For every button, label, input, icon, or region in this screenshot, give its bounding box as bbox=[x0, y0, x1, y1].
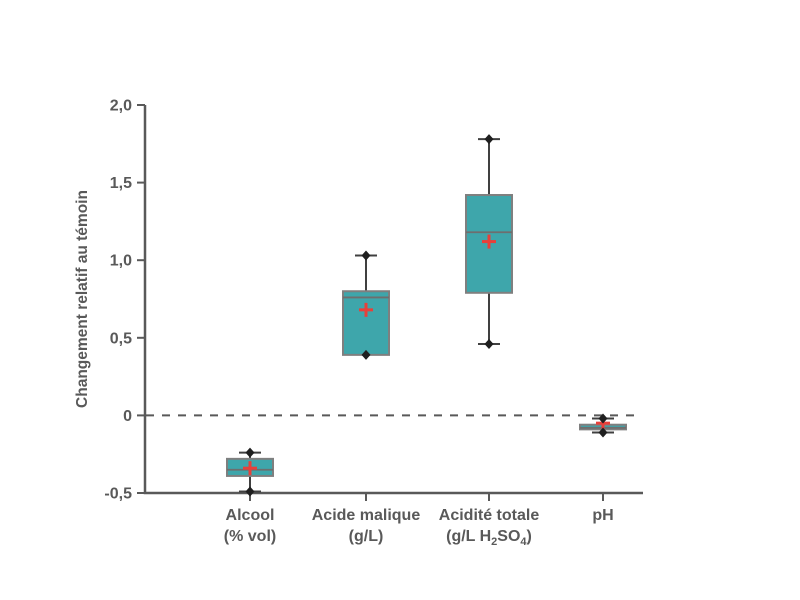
y-tick-label: 0,5 bbox=[110, 330, 132, 347]
y-tick-label: 1,0 bbox=[110, 253, 132, 270]
data-point-diamond bbox=[361, 250, 371, 261]
y-tick-label: -0,5 bbox=[104, 486, 132, 503]
data-point-diamond bbox=[245, 447, 255, 458]
data-point-diamond bbox=[361, 349, 371, 360]
box-group-alcool: Alcool (% vol) bbox=[224, 447, 276, 545]
y-tick-label: 2,0 bbox=[110, 98, 132, 115]
axis-lines bbox=[143, 105, 643, 495]
category-label: Acidité totale bbox=[439, 507, 540, 524]
category-unit-label: (g/L H2SO4) bbox=[446, 528, 532, 548]
box-group-acidit-totale: Acidité totale (g/L H2SO4) bbox=[439, 134, 540, 548]
data-point-diamond bbox=[484, 134, 494, 145]
data-point-diamond bbox=[598, 413, 608, 424]
box-group-ph: pH bbox=[579, 413, 627, 524]
y-axis-title: Changement relatif au témoin bbox=[74, 190, 91, 408]
iqr-box bbox=[342, 290, 390, 356]
category-unit-label: (g/L) bbox=[349, 528, 384, 545]
data-point-diamond bbox=[598, 427, 608, 438]
data-point-diamond bbox=[484, 339, 494, 350]
box-group-acide-malique: Acide malique (g/L) bbox=[312, 250, 421, 545]
y-tick-label: 0 bbox=[123, 408, 132, 425]
category-unit-label: (% vol) bbox=[224, 528, 276, 545]
axes: 2,0 1,5 1,0 0,5 0 -0,5 Changement relatif au t… bbox=[74, 98, 643, 503]
y-tick-label: 1,5 bbox=[110, 175, 132, 192]
category-label: Acide malique bbox=[312, 507, 421, 524]
category-label: pH bbox=[592, 507, 613, 524]
category-label: Alcool bbox=[226, 507, 275, 524]
data-point-diamond bbox=[245, 486, 255, 497]
